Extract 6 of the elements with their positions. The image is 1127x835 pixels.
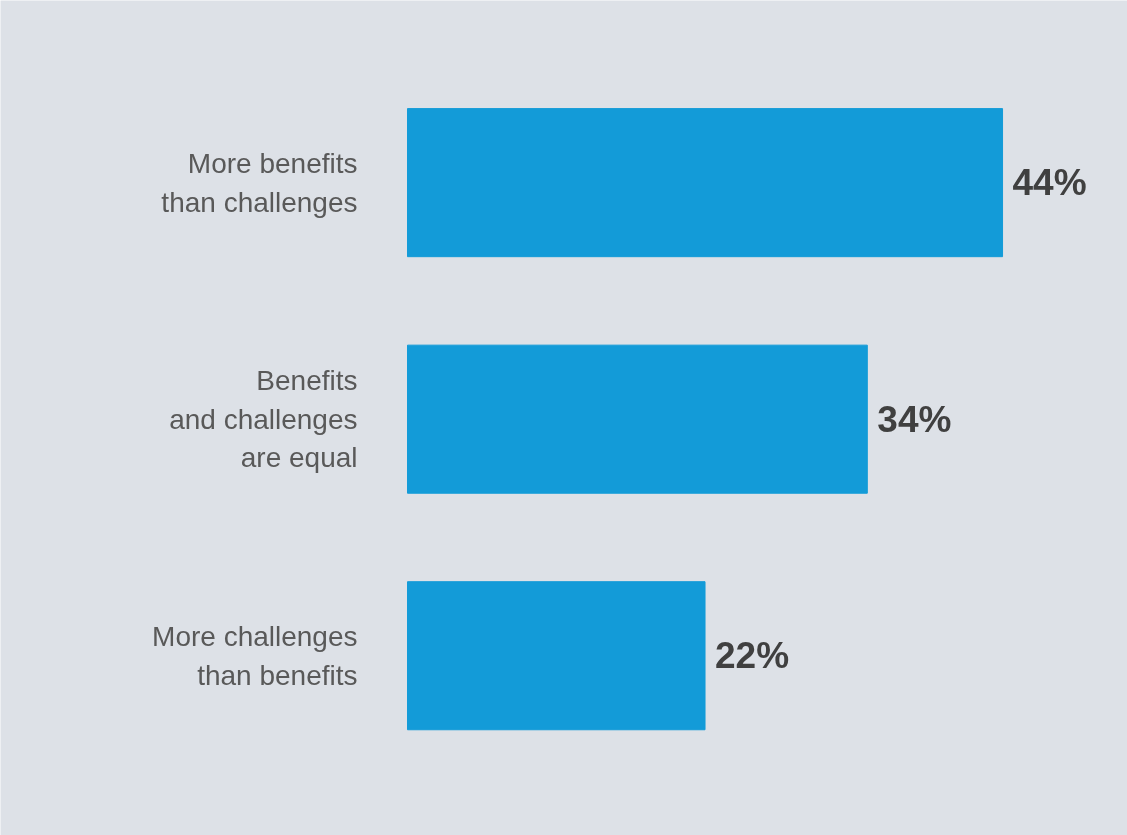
- y-tick-label: More challenges than benefits: [152, 620, 358, 691]
- y-tick-label: More benefits than challenges: [161, 147, 358, 218]
- data-label: 44%: [1012, 162, 1087, 204]
- y-tick-label: Benefits and challenges are equal: [169, 364, 358, 474]
- data-label: 22%: [715, 635, 790, 677]
- data-label: 34%: [877, 398, 952, 440]
